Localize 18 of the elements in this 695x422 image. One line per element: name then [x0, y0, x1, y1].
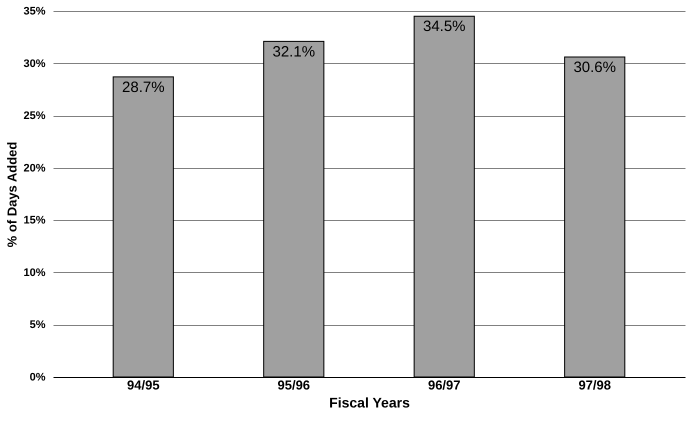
x-tick-label: 97/98: [578, 378, 611, 392]
y-tick-label: 15%: [23, 214, 46, 227]
data-label: 32.1%: [272, 43, 316, 60]
y-tick-label: 20%: [23, 162, 46, 174]
y-tick-label: 10%: [23, 266, 46, 279]
x-tick-label: 96/97: [428, 378, 461, 392]
data-label: 28.7%: [122, 78, 165, 96]
data-label: 34.5%: [422, 18, 466, 36]
y-tick-label: 35%: [23, 6, 46, 18]
x-tick-label: 95/96: [277, 378, 310, 392]
y-tick-label: 25%: [23, 110, 46, 122]
data-label: 30.6%: [573, 59, 616, 76]
y-axis-title: % of Days Added: [4, 142, 20, 248]
x-axis-title: Fiscal Years: [329, 394, 410, 410]
y-tick-label: 30%: [23, 58, 46, 70]
y-tick-label: 5%: [30, 319, 46, 332]
y-tick-label: 0%: [30, 372, 46, 384]
x-tick-label: 94/95: [127, 378, 160, 392]
